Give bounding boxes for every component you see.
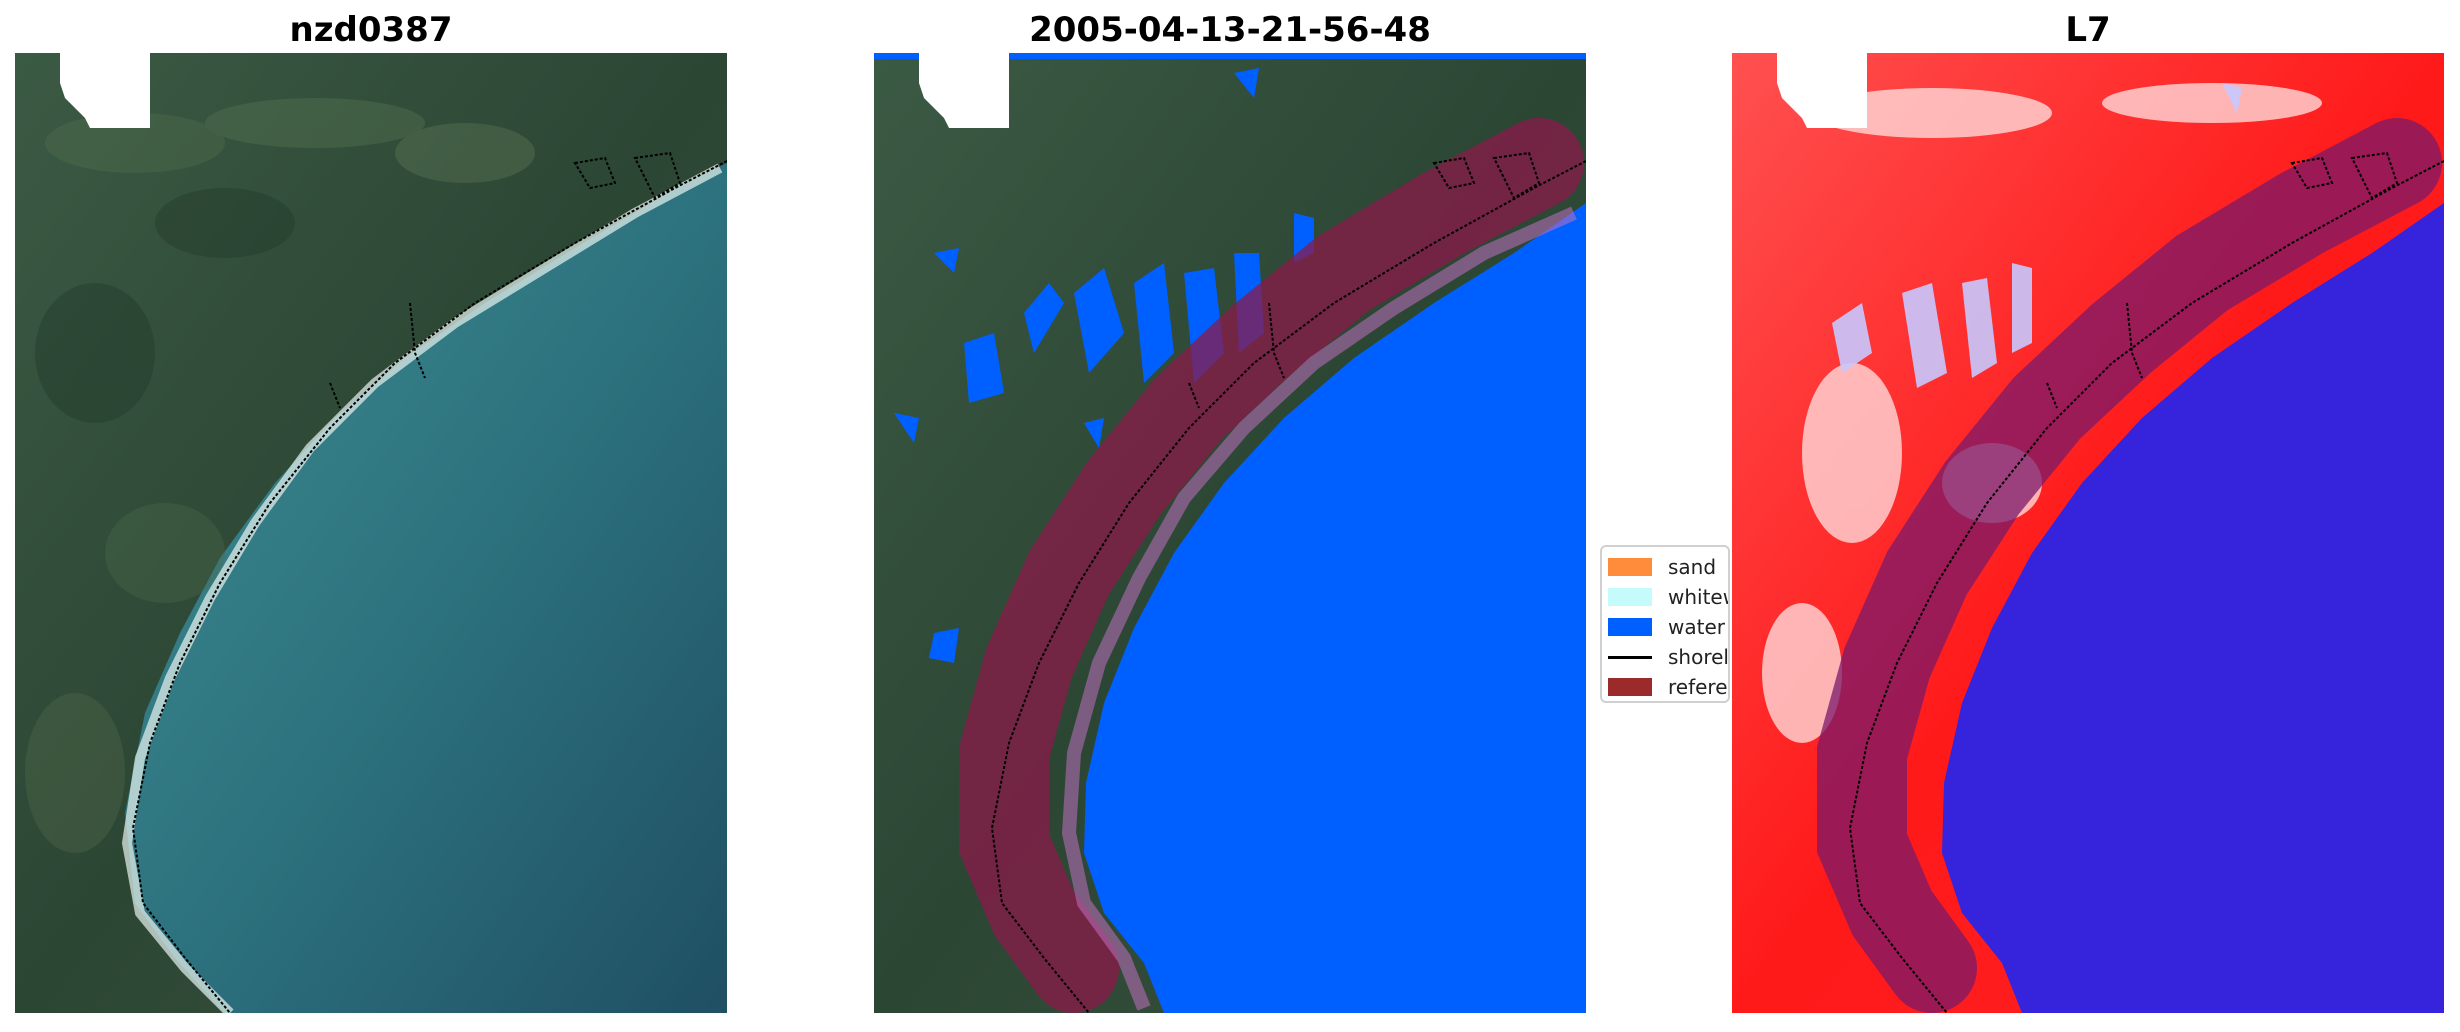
- legend-label: sand: [1668, 555, 1717, 579]
- rgb-image: [15, 53, 727, 1013]
- shoreline: [990, 160, 1586, 1013]
- water-index-area: [1942, 203, 2444, 1013]
- terrain-texture: [25, 98, 535, 853]
- reference-buffer: [959, 118, 1584, 1013]
- legend-label: water: [1668, 615, 1725, 639]
- shoreline-inland: [329, 151, 682, 409]
- rgb-image-panel: [15, 53, 727, 1013]
- legend-item-shoreline: shorel: [1608, 642, 1729, 672]
- classified-image-panel: [874, 53, 1586, 1013]
- legend-line-shoreline: [1608, 655, 1652, 659]
- legend-label: shorel: [1668, 645, 1729, 669]
- legend-swatch-water: [1608, 618, 1652, 636]
- shoreline: [1848, 160, 2444, 1013]
- panel-title-rgb: nzd0387: [289, 10, 453, 50]
- shoreline-inland: [1188, 151, 1541, 409]
- land-water-streaks: [1832, 83, 2242, 388]
- surf-band: [121, 163, 723, 1013]
- legend-item-sand: sand: [1608, 552, 1716, 582]
- water-class-area: [1084, 203, 1586, 1013]
- shoreline: [131, 160, 727, 1013]
- panel-title-index: L7: [2065, 10, 2111, 50]
- panel-title-classified: 2005-04-13-21-56-48: [1029, 10, 1431, 50]
- index-image-panel: [1732, 53, 2444, 1013]
- sea-area: [125, 163, 727, 1013]
- classified-image: [874, 53, 1586, 1013]
- nodata-patch: [60, 53, 150, 128]
- legend-swatch-whitewater: [1608, 588, 1652, 606]
- shoreline-inland: [2046, 151, 2399, 409]
- index-image: [1732, 53, 2444, 1013]
- legend-item-water: water: [1608, 612, 1725, 642]
- legend-swatch-sand: [1608, 558, 1652, 576]
- nodata-patch: [1777, 53, 1867, 128]
- legend-item-reference: referen: [1608, 672, 1728, 701]
- nodata-patch: [919, 53, 1009, 128]
- reference-buffer: [1817, 118, 2442, 1013]
- legend-label: referen: [1668, 675, 1728, 699]
- water-class-specks: [894, 68, 1314, 663]
- water-strip-top: [874, 53, 1586, 59]
- shore-pixels: [1061, 206, 1577, 1011]
- legend-swatch-reference: [1608, 678, 1652, 696]
